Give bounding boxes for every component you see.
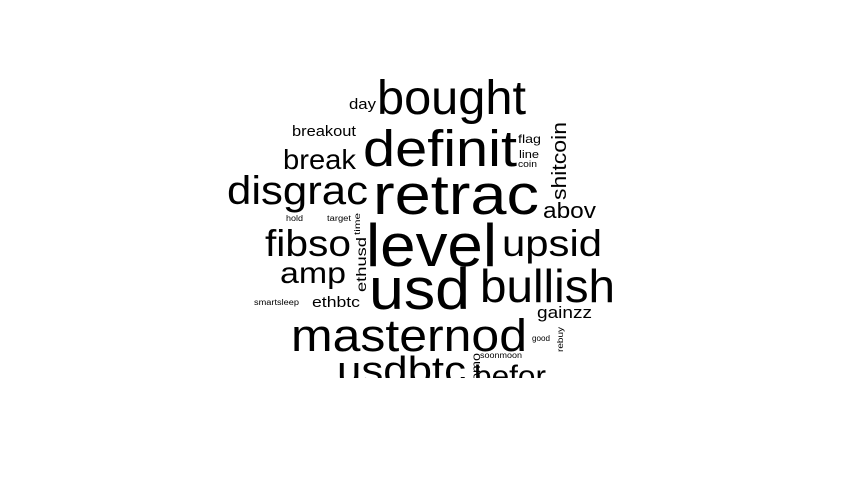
word-soonmoon: soonmoon [480, 351, 522, 360]
word-level: level [366, 212, 497, 279]
word-target: target [327, 214, 352, 223]
word-usd: usd [369, 257, 470, 322]
word-hold: hold [286, 214, 303, 223]
word-rebuy: rebuy [556, 327, 565, 352]
word-bullish: bullish [480, 260, 615, 312]
word-retrac: retrac [373, 163, 539, 227]
word-flag: flag [518, 132, 541, 146]
word-definit: definit [363, 120, 517, 177]
word-smartsleep: smartsleep [254, 298, 300, 307]
word-time: time [353, 212, 362, 235]
word-usdbtc: usdbtc [337, 350, 466, 392]
word-good: good [532, 334, 550, 343]
word-fibso: fibso [265, 223, 351, 264]
word-abov: abov [543, 198, 596, 223]
word-cloud-words: boughtdefinitretraclevelusdmasternodbull… [227, 72, 615, 393]
word-fomo: fomo [469, 353, 483, 385]
word-ethbtc: ethbtc [312, 294, 361, 311]
word-disgrac: disgrac [227, 169, 368, 213]
word-shitcoin: shitcoin [549, 122, 571, 200]
word-breakout: breakout [292, 123, 357, 140]
word-masternod: masternod [291, 310, 527, 361]
word-upsid: upsid [502, 223, 602, 264]
word-ethusd: ethusd [353, 237, 369, 292]
word-gainzz: gainzz [537, 303, 592, 322]
word-line: line [519, 149, 539, 161]
word-day: day [349, 96, 377, 113]
word-befor: befor [474, 360, 546, 393]
word-bought: bought [377, 72, 526, 125]
word-amp: amp [280, 257, 346, 290]
word-break: break [283, 144, 357, 175]
word-coin: coin [518, 159, 537, 169]
